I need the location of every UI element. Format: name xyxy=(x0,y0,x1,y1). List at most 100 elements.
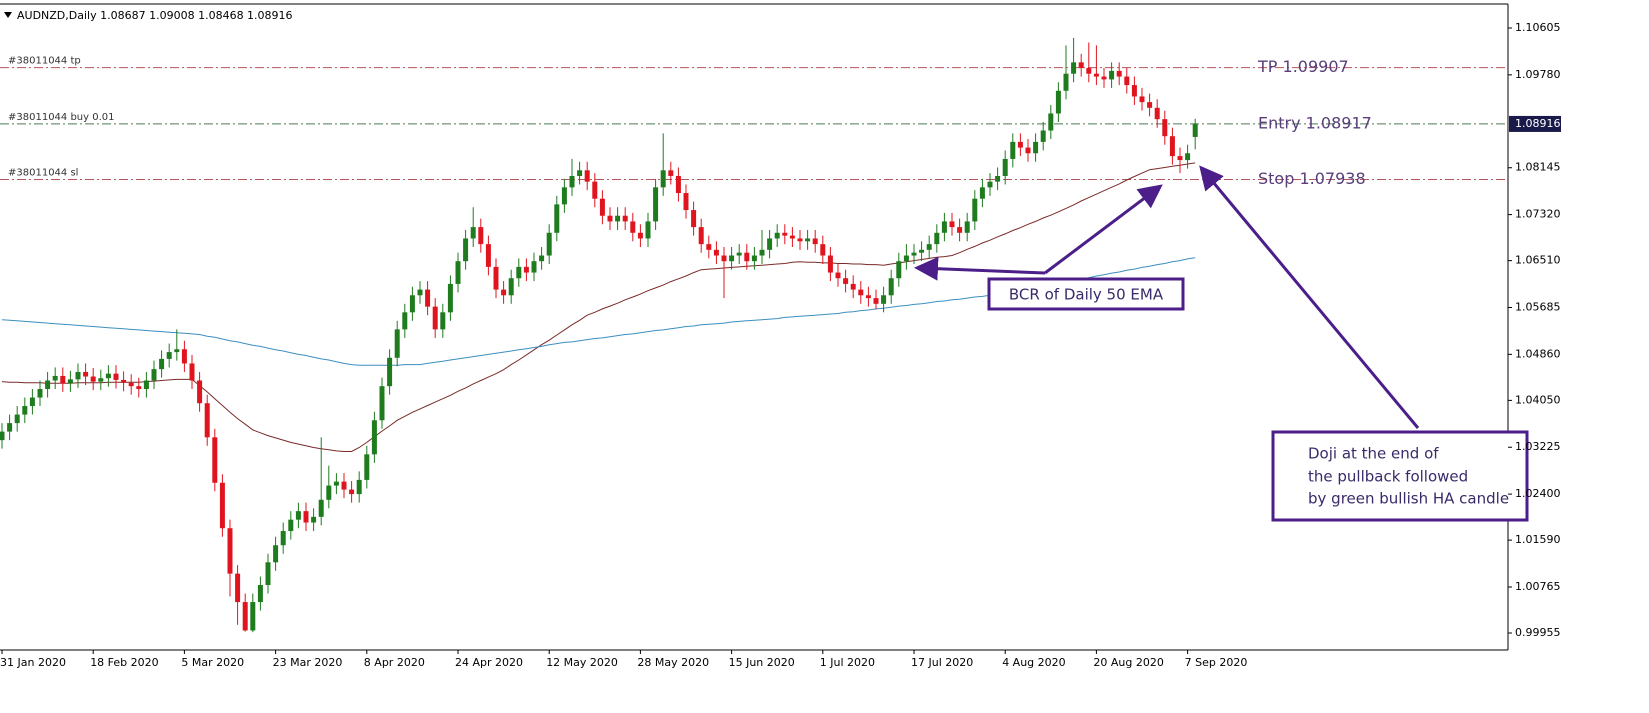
x-tick-label: 7 Sep 2020 xyxy=(1185,656,1248,669)
candle-body xyxy=(561,187,567,205)
x-tick-label: 1 Jul 2020 xyxy=(820,656,875,669)
candle-body xyxy=(949,221,955,228)
x-tick-label: 8 Apr 2020 xyxy=(364,656,425,669)
candle-body xyxy=(721,255,727,262)
annotation-arrow xyxy=(1044,184,1163,275)
candle-body xyxy=(827,255,833,273)
y-tick-label: 1.01590 xyxy=(1515,533,1561,546)
candle-body xyxy=(637,232,643,239)
candle-body xyxy=(1101,76,1107,80)
annotation-arrow xyxy=(914,256,1046,281)
candle-body xyxy=(896,261,902,279)
annotation-box xyxy=(1271,430,1529,522)
candle-body xyxy=(356,479,362,495)
y-tick-label: 1.04050 xyxy=(1515,393,1561,406)
candle-body xyxy=(668,170,674,176)
candle-body xyxy=(174,349,180,353)
candle-body xyxy=(789,235,795,239)
candle-body xyxy=(1086,68,1092,74)
candle-body xyxy=(713,249,719,256)
candle-body xyxy=(508,278,514,296)
candle-body xyxy=(159,358,165,370)
candle-body xyxy=(1040,130,1046,142)
candle-body xyxy=(1162,119,1168,137)
candle-body xyxy=(212,437,218,483)
candle-body xyxy=(1002,158,1008,176)
candle-body xyxy=(911,252,917,256)
candle-body xyxy=(645,221,651,239)
candle-body xyxy=(881,295,887,304)
candle-body xyxy=(455,261,461,284)
candle-body xyxy=(1131,85,1137,97)
price-box xyxy=(1509,115,1561,132)
order-text: Stop 1.07938 xyxy=(1258,169,1366,188)
y-tick-label: 1.10605 xyxy=(1515,21,1561,34)
x-tick-label: 28 May 2020 xyxy=(637,656,709,669)
candle-body xyxy=(683,193,689,211)
x-tick-label: 31 Jan 2020 xyxy=(0,656,66,669)
candle-body xyxy=(45,380,51,390)
candle-body xyxy=(1055,90,1061,114)
candle-body xyxy=(136,386,142,390)
candle-body xyxy=(470,227,476,239)
candle-body xyxy=(577,170,583,176)
candle-body xyxy=(105,373,111,379)
candle-body xyxy=(873,298,879,304)
price-label: 1.08916 xyxy=(1515,117,1561,130)
y-tick-label: 0.99955 xyxy=(1515,626,1561,639)
candle-body xyxy=(432,306,438,330)
candle-body xyxy=(797,238,803,242)
candle-body xyxy=(1010,141,1016,159)
candle-body xyxy=(903,255,909,262)
candle-body xyxy=(759,249,765,256)
x-tick-label: 15 Jun 2020 xyxy=(729,656,795,669)
candle-body xyxy=(812,238,818,245)
candle-body xyxy=(22,406,28,415)
candle-body xyxy=(151,369,157,381)
candle-body xyxy=(83,371,89,377)
candle-body xyxy=(972,198,978,222)
candle-body xyxy=(691,210,697,228)
candle-body xyxy=(1169,136,1175,157)
candle-body xyxy=(318,499,324,517)
candle-body xyxy=(1093,73,1099,77)
y-tick-label: 1.03225 xyxy=(1515,440,1561,453)
y-tick-label: 1.07320 xyxy=(1515,208,1561,221)
candle-body xyxy=(463,238,469,262)
candle-body xyxy=(29,397,35,407)
candle-body xyxy=(295,511,301,520)
candle-body xyxy=(485,244,491,267)
candle-body xyxy=(888,278,894,296)
candle-body xyxy=(447,283,453,313)
candle-body xyxy=(751,255,757,262)
candle-body xyxy=(539,255,545,262)
candle-body xyxy=(706,244,712,250)
candle-body xyxy=(865,295,871,299)
candle-body xyxy=(425,289,431,307)
candle-body xyxy=(197,380,203,404)
candle-body xyxy=(782,232,788,236)
x-tick-label: 5 Mar 2020 xyxy=(181,656,244,669)
candle-body xyxy=(592,181,598,199)
y-tick-label: 1.05685 xyxy=(1515,300,1561,313)
candle-body xyxy=(744,252,750,262)
annotation-text: the pullback followed xyxy=(1308,468,1468,486)
y-tick-label: 1.08145 xyxy=(1515,161,1561,174)
candle-body xyxy=(364,454,370,480)
order-label: #38011044 sl xyxy=(8,167,78,178)
candle-body xyxy=(1185,153,1191,161)
candle-body xyxy=(516,266,522,279)
candle-body xyxy=(1078,62,1084,69)
candle-body xyxy=(379,386,385,421)
candle-body xyxy=(660,170,666,188)
order-text: Entry 1.08917 xyxy=(1258,113,1372,132)
candle-body xyxy=(835,272,841,279)
candle-body xyxy=(1063,73,1069,91)
y-tick-label: 1.04860 xyxy=(1515,347,1561,360)
candle-body xyxy=(257,585,263,603)
y-tick-label: 1.09780 xyxy=(1515,68,1561,81)
candle-body xyxy=(584,170,590,182)
candle-body xyxy=(501,289,507,296)
candle-body xyxy=(98,378,104,382)
